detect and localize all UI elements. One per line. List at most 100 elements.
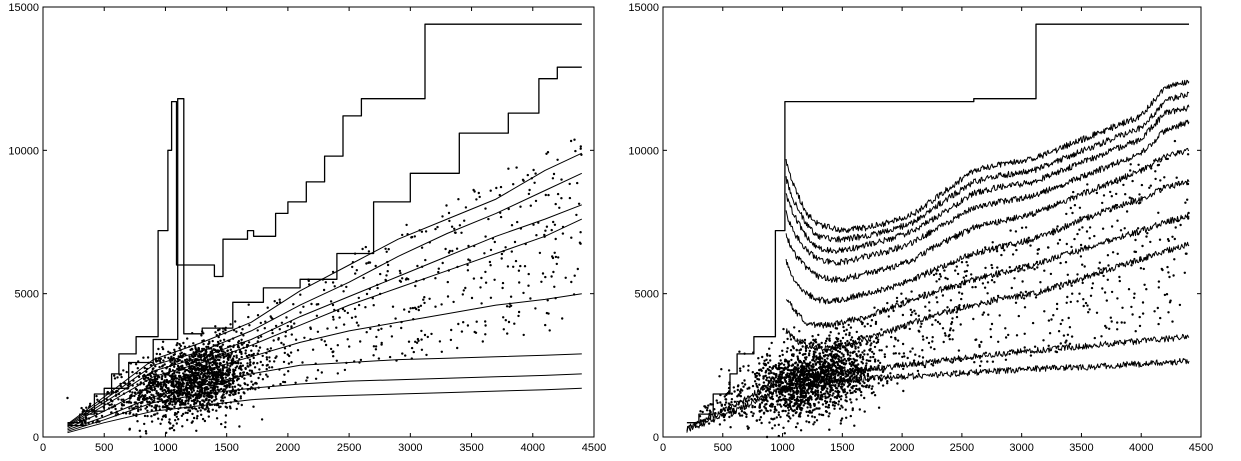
- x-tick-label: 1000: [153, 442, 177, 454]
- scatter-point: [401, 352, 404, 355]
- scatter-point: [481, 340, 484, 343]
- scatter-point: [209, 386, 212, 389]
- scatter-point: [747, 399, 750, 402]
- scatter-point: [560, 178, 563, 181]
- scatter-point: [150, 420, 154, 423]
- scatter-point: [918, 355, 921, 358]
- scatter-point: [1166, 265, 1169, 269]
- scatter-point: [1139, 267, 1143, 270]
- scatter-point: [192, 373, 195, 377]
- scatter-point: [320, 338, 323, 341]
- scatter-point: [838, 322, 841, 326]
- scatter-point: [832, 354, 835, 357]
- scatter-point: [240, 403, 243, 407]
- scatter-point: [175, 391, 179, 394]
- scatter-point: [178, 400, 181, 403]
- scatter-point: [240, 368, 243, 371]
- scatter-point: [195, 358, 198, 362]
- scatter-point: [199, 381, 202, 384]
- scatter-point: [282, 343, 285, 346]
- scatter-point: [138, 392, 142, 396]
- scatter-point: [229, 323, 232, 326]
- scatter-point: [707, 404, 710, 407]
- scatter-point: [1068, 326, 1072, 329]
- scatter-point: [247, 341, 251, 344]
- scatter-point: [1003, 249, 1006, 252]
- scatter-point: [277, 338, 280, 341]
- scatter-point: [799, 348, 803, 351]
- scatter-point: [430, 332, 433, 336]
- scatter-point: [230, 359, 233, 362]
- scatter-point: [1104, 324, 1107, 328]
- scatter-point: [768, 380, 771, 383]
- scatter-point: [299, 293, 302, 296]
- scatter-point: [826, 357, 829, 360]
- scatter-point: [960, 261, 964, 264]
- scatter-point: [771, 376, 774, 379]
- scatter-point: [489, 296, 493, 299]
- scatter-point: [742, 365, 745, 368]
- scatter-point: [918, 330, 921, 333]
- scatter-point: [451, 249, 454, 253]
- scatter-point: [824, 339, 828, 343]
- scatter-point: [1095, 191, 1099, 195]
- scatter-point: [287, 362, 291, 365]
- scatter-point: [219, 339, 222, 342]
- scatter-point: [193, 407, 196, 410]
- scatter-point: [769, 359, 772, 362]
- scatter-point: [155, 352, 158, 356]
- scatter-point: [1079, 243, 1083, 247]
- scatter-point: [554, 202, 557, 206]
- scatter-point: [1102, 194, 1106, 197]
- scatter-point: [934, 319, 937, 322]
- scatter-point: [803, 338, 807, 342]
- scatter-point: [203, 395, 206, 398]
- scatter-point: [219, 382, 223, 386]
- scatter-point: [483, 252, 486, 255]
- scatter-point: [154, 373, 158, 376]
- scatter-point: [1172, 274, 1175, 277]
- scatter-point: [170, 390, 173, 393]
- scatter-point: [264, 320, 267, 323]
- scatter-point: [807, 391, 810, 395]
- scatter-point: [894, 336, 897, 340]
- scatter-point: [183, 370, 187, 373]
- series-line: [785, 179, 1190, 305]
- scatter-point: [453, 231, 457, 234]
- scatter-point: [771, 403, 775, 406]
- scatter-point: [175, 383, 178, 386]
- scatter-point: [865, 385, 868, 389]
- scatter-point: [921, 335, 925, 338]
- scatter-point: [811, 380, 815, 383]
- scatter-point: [1131, 313, 1134, 316]
- scatter-point: [250, 369, 253, 372]
- scatter-point: [552, 172, 556, 176]
- scatter-point: [859, 374, 862, 377]
- scatter-point: [355, 269, 358, 272]
- scatter-point: [746, 425, 749, 428]
- scatter-point: [871, 350, 874, 354]
- scatter-point: [758, 418, 761, 421]
- scatter-point: [849, 338, 853, 341]
- scatter-point: [411, 306, 415, 310]
- scatter-point: [1142, 267, 1145, 271]
- scatter-point: [1029, 244, 1032, 247]
- scatter-point: [553, 223, 557, 226]
- scatter-point: [1065, 212, 1068, 216]
- scatter-point: [1184, 252, 1188, 255]
- scatter-point: [311, 348, 315, 351]
- scatter-point: [357, 296, 360, 300]
- scatter-point: [786, 366, 789, 369]
- scatter-point: [1186, 153, 1190, 156]
- scatter-point: [438, 340, 442, 343]
- scatter-point: [1105, 299, 1108, 302]
- series-line: [67, 152, 583, 425]
- scatter-point: [839, 366, 842, 370]
- scatter-point: [839, 422, 842, 425]
- scatter-point: [175, 371, 179, 374]
- scatter-point: [806, 414, 810, 417]
- scatter-point: [805, 420, 808, 423]
- scatter-point: [170, 426, 174, 430]
- scatter-point: [822, 384, 825, 387]
- scatter-point: [193, 365, 196, 369]
